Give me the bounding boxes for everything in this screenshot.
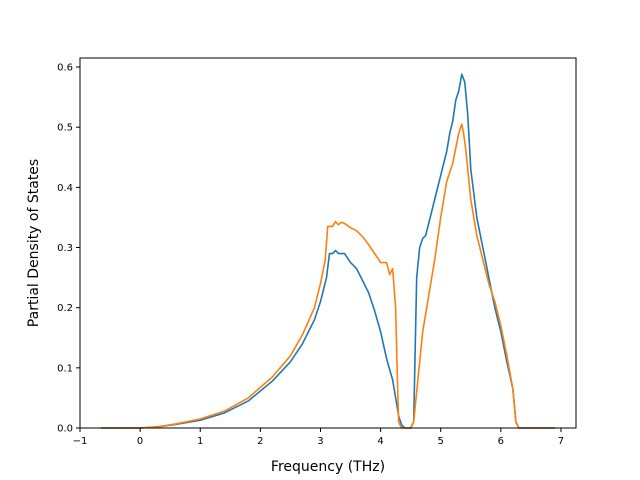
x-tick-label: 3 (317, 436, 323, 447)
plot-frame (79, 57, 577, 429)
y-tick-label: 0.4 (57, 183, 73, 194)
y-tick-label: 0.3 (57, 243, 73, 254)
x-tick-label: 5 (438, 436, 444, 447)
x-tick-label: 4 (377, 436, 383, 447)
x-tick-label: 0 (137, 436, 143, 447)
y-axis-ticks: 0.0 0.1 0.2 0.3 0.4 0.5 0.6 (57, 63, 80, 435)
y-tick-label: 0.1 (57, 363, 73, 374)
y-tick-label: 0.6 (57, 63, 73, 74)
x-tick-label: 2 (257, 436, 263, 447)
x-tick-label: 1 (197, 436, 203, 447)
x-tick-label: −1 (73, 436, 88, 447)
y-tick-label: 0.5 (57, 123, 73, 134)
x-axis-label: Frequency (THz) (271, 459, 385, 475)
x-axis-ticks: −1 0 1 2 3 4 5 6 7 (73, 428, 564, 447)
series-line-2 (101, 123, 555, 429)
y-tick-label: 0.2 (57, 303, 73, 314)
x-tick-label: 7 (558, 436, 564, 447)
x-tick-label: 6 (498, 436, 504, 447)
y-axis-label: Partial Density of States (26, 159, 42, 327)
y-tick-label: 0.0 (57, 424, 73, 435)
